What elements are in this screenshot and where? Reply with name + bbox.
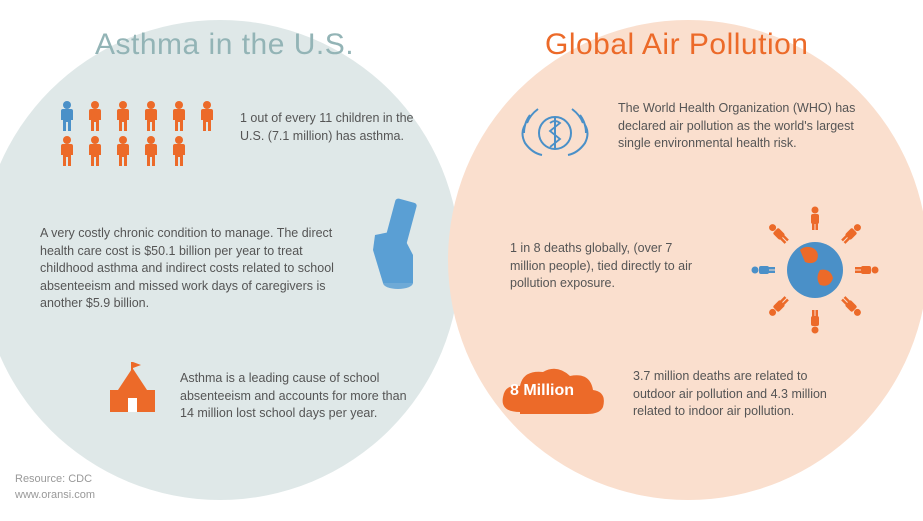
person-icon (111, 135, 135, 167)
person-icon (139, 100, 163, 132)
person-icon (167, 135, 191, 167)
right-title: Global Air Pollution (545, 28, 808, 62)
person-icon (111, 100, 135, 132)
resource-url: www.oransi.com (15, 488, 95, 503)
inhaler-icon (355, 195, 435, 295)
person-icon (195, 100, 219, 132)
who-logo-icon (510, 95, 600, 170)
person-icon (55, 100, 79, 132)
resource-label: Resource: CDC (15, 472, 95, 487)
left-title: Asthma in the U.S. (95, 28, 354, 62)
left-fact-2: A very costly chronic condition to manag… (40, 225, 355, 313)
right-fact-1: The World Health Organization (WHO) has … (618, 100, 863, 153)
right-fact-3: 3.7 million deaths are related to outdoo… (633, 368, 848, 421)
person-icon (83, 135, 107, 167)
person-icon (167, 100, 191, 132)
right-fact-2: 1 in 8 deaths globally, (over 7 million … (510, 240, 710, 293)
school-icon (105, 360, 160, 415)
left-fact-1: 1 out of every 11 children in the U.S. (… (240, 110, 420, 145)
left-fact-3: Asthma is a leading cause of school abse… (180, 370, 410, 423)
people-pictograph (55, 100, 225, 167)
globe-people-icon (745, 200, 885, 340)
person-icon (83, 100, 107, 132)
person-icon (55, 135, 79, 167)
resource-credit: Resource: CDC www.oransi.com (15, 472, 95, 503)
cloud-label: 8 Million (510, 382, 574, 400)
person-icon (139, 135, 163, 167)
